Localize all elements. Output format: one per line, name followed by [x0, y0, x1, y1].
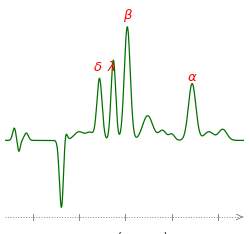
Text: λ: λ [108, 61, 116, 74]
Text: δ: δ [94, 61, 102, 74]
Text: α: α [188, 71, 196, 84]
Text: β: β [123, 9, 131, 22]
Text: время (минуты): время (минуты) [81, 232, 168, 234]
